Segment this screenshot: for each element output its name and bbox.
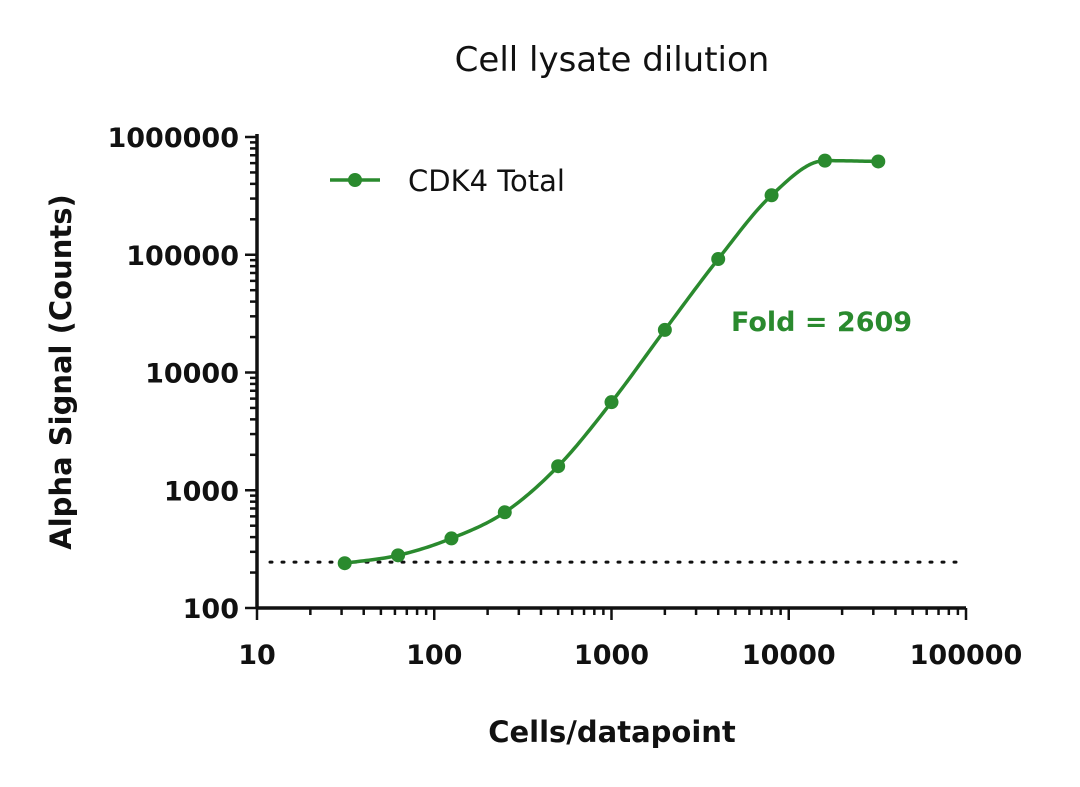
axes <box>255 134 966 610</box>
legend-marker-cdk4-total <box>348 173 362 187</box>
data-point <box>551 459 566 474</box>
data-point <box>337 556 352 571</box>
x-tick-label: 1000 <box>574 640 649 671</box>
y-axis-ticks: 100 1000 10000 100000 1000000 <box>107 123 257 625</box>
y-tick-label: 100000 <box>126 241 239 272</box>
fold-annotation: Fold = 2609 <box>731 307 912 338</box>
x-axis-ticks: 10 100 1000 10000 100000 <box>238 608 1022 671</box>
data-point <box>391 548 406 563</box>
fit-curves <box>344 158 879 565</box>
chart-title: Cell lysate dilution <box>455 40 770 80</box>
data-points <box>337 153 886 571</box>
x-tick-label: 10000 <box>742 640 836 671</box>
data-point <box>764 188 779 203</box>
x-axis-title: Cells/datapoint <box>488 715 736 749</box>
data-point <box>497 505 512 520</box>
data-point <box>711 252 726 267</box>
x-tick-label: 10 <box>238 640 276 671</box>
data-point <box>871 154 886 169</box>
y-tick-label: 100 <box>183 594 239 625</box>
data-point <box>444 531 459 546</box>
legend: CDK4 Total <box>330 164 565 198</box>
data-point <box>657 322 672 337</box>
x-tick-label: 100000 <box>910 640 1023 671</box>
fit-curve <box>344 158 879 565</box>
y-tick-label: 1000000 <box>107 123 239 154</box>
data-point <box>604 395 619 410</box>
legend-label-cdk4-total: CDK4 Total <box>408 164 565 198</box>
y-tick-label: 1000 <box>164 476 239 507</box>
data-point <box>817 153 832 168</box>
y-tick-label: 10000 <box>145 359 239 390</box>
x-tick-label: 100 <box>406 640 462 671</box>
y-axis-title: Alpha Signal (Counts) <box>44 194 78 549</box>
